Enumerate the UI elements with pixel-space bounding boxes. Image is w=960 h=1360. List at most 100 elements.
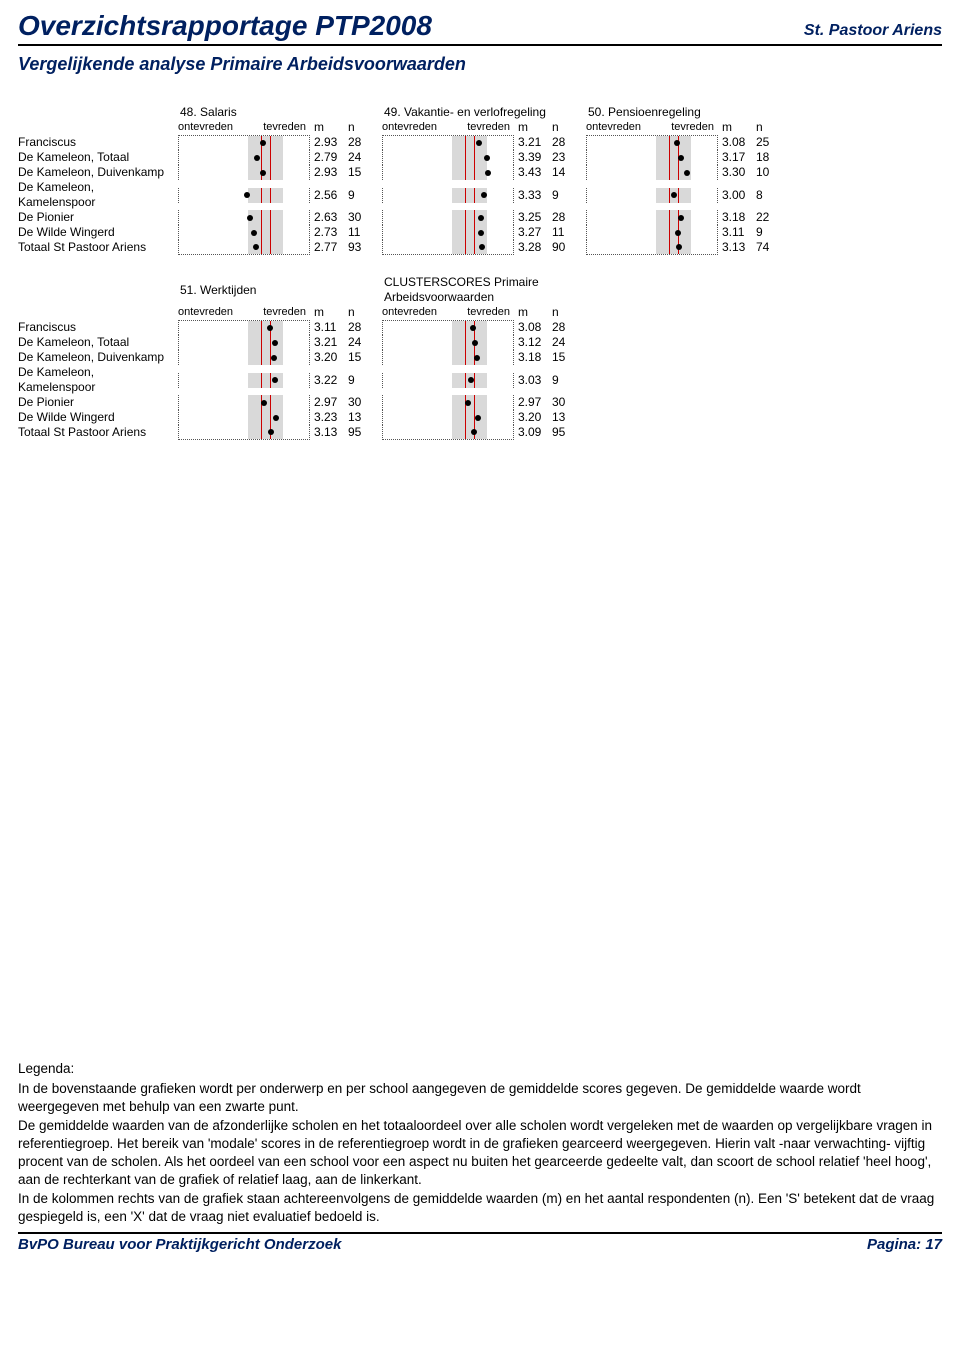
data-dot [260,170,266,176]
table-row: Totaal St Pastoor Ariens2.77933.28903.13… [18,240,942,255]
data-dot [260,140,266,146]
row-label: Totaal St Pastoor Ariens [18,240,178,255]
mini-chart [178,320,310,335]
table-row: De Kameleon, Kamelenspoor3.2293.039 [18,365,942,395]
chart-title: 48. Salaris [178,105,368,120]
n-value: 95 [344,425,368,440]
mini-chart [382,395,514,410]
mini-chart [382,373,514,388]
chart-title: 51. Werktijden [178,283,368,298]
m-value: 2.97 [310,395,344,410]
table-row: Franciscus2.93283.21283.0825 [18,135,942,150]
chart-title: 50. Pensioenregeling [586,105,776,120]
row-label: De Kameleon, Duivenkamp [18,350,178,365]
m-value: 2.97 [514,395,548,410]
chart-block: 51. WerktijdenCLUSTERSCORES Primaire Arb… [18,275,942,440]
table-row: Franciscus3.11283.0828 [18,320,942,335]
mini-chart [178,225,310,240]
m-value: 2.56 [310,188,344,203]
n-value: 90 [548,240,572,255]
data-dot [470,325,476,331]
mini-chart [178,210,310,225]
data-dot [251,230,257,236]
mini-chart [586,240,718,255]
m-value: 3.33 [514,188,548,203]
m-value: 2.63 [310,210,344,225]
data-dot [272,340,278,346]
mini-chart [586,188,718,203]
row-label: De Kameleon, Kamelenspoor [18,365,178,395]
n-value: 15 [344,350,368,365]
m-header: m [514,305,548,320]
chart-title: 49. Vakantie- en verlofregeling [382,105,572,120]
mini-chart [586,150,718,165]
data-dot [678,215,684,221]
m-value: 3.22 [310,373,344,388]
n-value: 14 [548,165,572,180]
mini-chart [382,165,514,180]
n-value: 13 [548,410,572,425]
row-label: De Kameleon, Totaal [18,335,178,350]
data-dot [674,140,680,146]
n-value: 8 [752,188,776,203]
data-dot [272,377,278,383]
m-value: 3.21 [514,135,548,150]
n-value: 74 [752,240,776,255]
m-value: 2.79 [310,150,344,165]
n-value: 30 [548,395,572,410]
mini-chart [382,210,514,225]
axis-left-label: ontevreden [178,306,233,320]
data-dot [481,192,487,198]
n-header: n [752,120,776,135]
row-label: Franciscus [18,135,178,150]
m-value: 3.27 [514,225,548,240]
mini-chart [586,225,718,240]
table-row: De Pionier2.63303.25283.1822 [18,210,942,225]
m-header: m [718,120,752,135]
row-label: De Pionier [18,395,178,410]
axis-left-label: ontevreden [178,121,233,135]
mini-chart [586,165,718,180]
data-dot [484,155,490,161]
n-header: n [548,305,572,320]
mini-chart [178,135,310,150]
m-value: 3.17 [718,150,752,165]
data-dot [684,170,690,176]
n-value: 95 [548,425,572,440]
table-row: De Kameleon, Kamelenspoor2.5693.3393.008 [18,180,942,210]
chart-block: 48. Salaris 49. Vakantie- en verlofregeli… [18,105,942,255]
table-row: De Kameleon, Duivenkamp3.20153.1815 [18,350,942,365]
mini-chart [382,320,514,335]
m-value: 3.12 [514,335,548,350]
m-value: 3.20 [514,410,548,425]
charts-container: 48. Salaris 49. Vakantie- en verlofregeli… [18,105,942,440]
footer-right: Pagina: 17 [867,1236,942,1253]
n-value: 24 [344,150,368,165]
m-value: 3.20 [310,350,344,365]
m-value: 3.39 [514,150,548,165]
n-header: n [344,120,368,135]
m-value: 3.08 [718,135,752,150]
m-value: 2.73 [310,225,344,240]
data-dot [479,244,485,250]
mini-chart [382,225,514,240]
data-dot [254,155,260,161]
row-label: De Kameleon, Totaal [18,150,178,165]
data-dot [478,215,484,221]
data-dot [476,140,482,146]
n-value: 11 [548,225,572,240]
n-value: 25 [752,135,776,150]
axis-left-label: ontevreden [382,121,437,135]
n-value: 30 [344,210,368,225]
mini-chart [382,350,514,365]
mini-chart [586,210,718,225]
mini-chart [382,188,514,203]
m-header: m [310,120,344,135]
axis-right-label: tevreden [263,121,310,135]
m-value: 3.11 [718,225,752,240]
n-header: n [344,305,368,320]
m-value: 3.25 [514,210,548,225]
legend-text: In de bovenstaande grafieken wordt per o… [18,1080,942,1226]
footer-left: BvPO Bureau voor Praktijkgericht Onderzo… [18,1236,341,1253]
data-dot [676,244,682,250]
